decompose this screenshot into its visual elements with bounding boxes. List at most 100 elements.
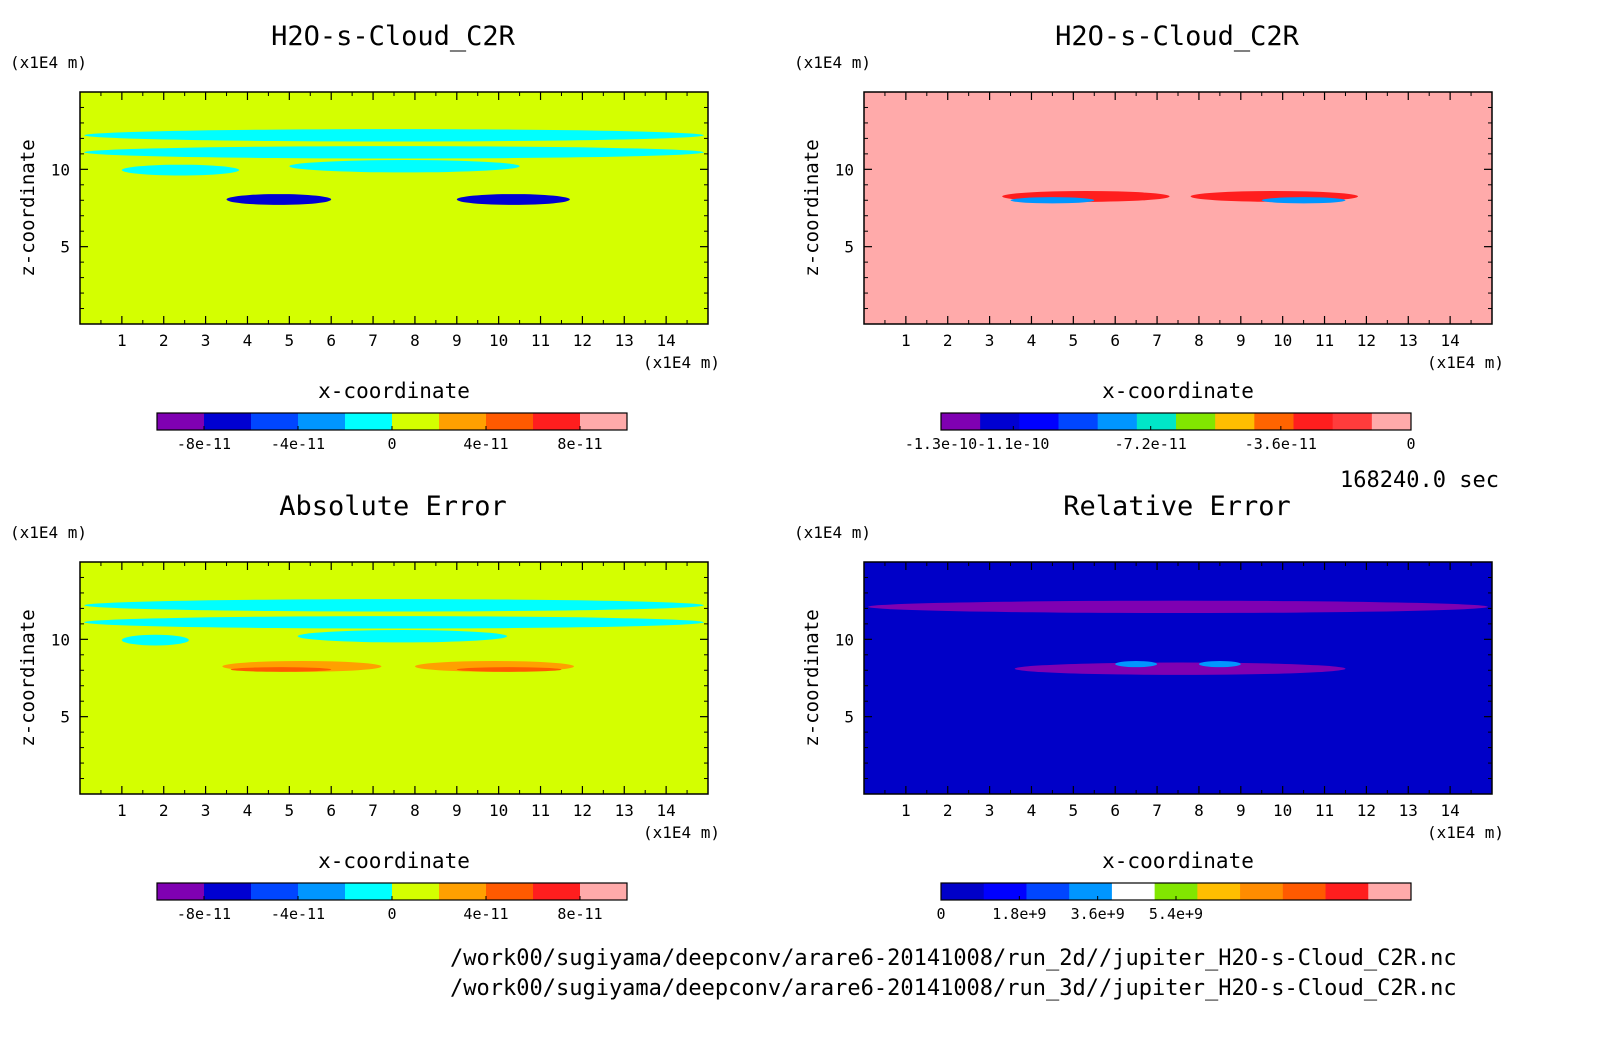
y-tick-label: 10 [51, 630, 70, 649]
x-tick-label: 8 [410, 331, 420, 350]
x-tick-label: 3 [201, 331, 211, 350]
x-tick-label: 7 [1152, 331, 1162, 350]
colorbar-segment [1368, 883, 1412, 900]
x-tick-label: 1 [901, 331, 911, 350]
colorbar-segment [157, 413, 205, 430]
colorbar-tick-label: 4e-11 [463, 905, 508, 923]
x-tick-label: 11 [1315, 331, 1334, 350]
plot-background [864, 562, 1492, 794]
contour-region [84, 616, 704, 629]
x-tick-label: 13 [615, 801, 634, 820]
x-tick-label: 10 [1273, 331, 1292, 350]
colorbar-segment [1097, 413, 1138, 430]
y-unit-label: (x1E4 m) [794, 523, 871, 542]
y-unit-label: (x1E4 m) [794, 53, 871, 72]
colorbar-segment [298, 883, 346, 900]
colorbar-segment [1058, 413, 1099, 430]
colorbar-segment [1293, 413, 1334, 430]
contour-region [1261, 197, 1346, 204]
colorbar-segment [486, 883, 534, 900]
x-tick-label: 4 [1027, 801, 1037, 820]
x-tick-label: 10 [489, 801, 508, 820]
chart-panel-4: Relative Error(x1E4 m)1 2 3 4 5 6 7 8 9 10 11 12 13 1… [794, 491, 1504, 923]
x-tick-label: 13 [615, 331, 634, 350]
colorbar-tick-label: -8e-11 [177, 435, 231, 453]
contour-region [84, 599, 704, 612]
x-tick-label: 14 [657, 331, 676, 350]
colorbar-tick-label: -3.6e-11 [1245, 435, 1317, 453]
y-unit-label: (x1E4 m) [10, 53, 87, 72]
x-tick-label: 10 [1273, 801, 1292, 820]
chart-panel-1: H2O-s-Cloud_C2R(x1E4 m)1 2 3 4 5 6 7 8 9 10 11 12 13… [10, 21, 720, 453]
x-tick-label: 13 [1399, 331, 1418, 350]
x-tick-label: 2 [159, 331, 169, 350]
colorbar-segment [1026, 883, 1070, 900]
x-unit-label: (x1E4 m) [1427, 823, 1504, 842]
contour-region [456, 667, 562, 672]
colorbar-segment [1197, 883, 1241, 900]
colorbar-segment [1371, 413, 1412, 430]
colorbar-segment [941, 413, 981, 430]
x-tick-label: 6 [326, 331, 336, 350]
x-tick-label: 5 [285, 801, 295, 820]
colorbar-segment [345, 413, 393, 430]
colorbar-segment [1176, 413, 1216, 430]
contour-region [289, 160, 520, 173]
y-tick-label: 5 [844, 708, 854, 727]
colorbar-segment [1282, 883, 1327, 900]
colorbar-tick-label: -4e-11 [271, 435, 325, 453]
colorbar-segment [941, 883, 985, 900]
x-tick-label: 2 [943, 331, 953, 350]
x-unit-label: (x1E4 m) [643, 353, 720, 372]
x-axis-label: x-coordinate [1102, 849, 1254, 873]
chart-panel-3: Absolute Error(x1E4 m)1 2 3 4 5 6 7 8 9 10 11 12 13 1… [10, 491, 720, 923]
y-tick-label: 5 [60, 708, 70, 727]
colorbar-tick-label: -4e-11 [271, 905, 325, 923]
x-tick-label: 9 [1236, 331, 1246, 350]
colorbar-segment [486, 413, 534, 430]
file-path-2d: /work00/sugiyama/deepconv/arare6-2014100… [450, 946, 1457, 971]
chart-panel-2: H2O-s-Cloud_C2R(x1E4 m)1 2 3 4 5 6 7 8 9 10 11 12 13… [794, 21, 1504, 453]
x-tick-label: 13 [1399, 801, 1418, 820]
chart-title: H2O-s-Cloud_C2R [271, 21, 516, 52]
colorbar-tick-label: 8e-11 [557, 905, 602, 923]
contour-region [1115, 660, 1158, 668]
colorbar-segment [439, 883, 487, 900]
colorbar-segment [439, 413, 487, 430]
file-path-3d: /work00/sugiyama/deepconv/arare6-2014100… [450, 976, 1457, 1001]
colorbar-tick-label: 0 [1406, 435, 1415, 453]
colorbar-segment [533, 883, 581, 900]
colorbar-segment [1111, 883, 1156, 900]
x-axis-label: x-coordinate [1102, 379, 1254, 403]
x-tick-label: 4 [1027, 331, 1037, 350]
colorbar-segment [980, 413, 1020, 430]
colorbar-frame [940, 412, 1412, 431]
x-tick-label: 5 [1069, 801, 1079, 820]
colorbar-tick-label: 0 [936, 905, 945, 923]
colorbar-segment [251, 883, 299, 900]
colorbar-segment [1136, 413, 1177, 430]
colorbar-tick-label: -1.1e-10 [977, 435, 1049, 453]
colorbar-segment [204, 413, 252, 430]
y-unit-label: (x1E4 m) [10, 523, 87, 542]
x-tick-label: 8 [410, 801, 420, 820]
x-tick-label: 6 [1110, 801, 1120, 820]
x-tick-label: 9 [452, 331, 462, 350]
x-tick-label: 8 [1194, 331, 1204, 350]
x-tick-label: 1 [117, 331, 127, 350]
colorbar-tick-label: -8e-11 [177, 905, 231, 923]
x-tick-label: 1 [901, 801, 911, 820]
y-tick-label: 5 [60, 238, 70, 257]
time-label: 168240.0 sec [1340, 468, 1499, 493]
x-tick-label: 10 [489, 331, 508, 350]
contour-region [1010, 197, 1095, 204]
y-axis-label: z-coordinate [801, 139, 823, 276]
colorbar-tick-label: 4e-11 [463, 435, 508, 453]
colorbar-tick-label: 3.6e+9 [1071, 905, 1125, 923]
contour-region [230, 667, 332, 672]
x-tick-label: 12 [1357, 331, 1376, 350]
x-tick-label: 3 [985, 331, 995, 350]
contour-region [226, 194, 332, 205]
contour-region [84, 129, 704, 142]
x-tick-label: 4 [243, 801, 253, 820]
